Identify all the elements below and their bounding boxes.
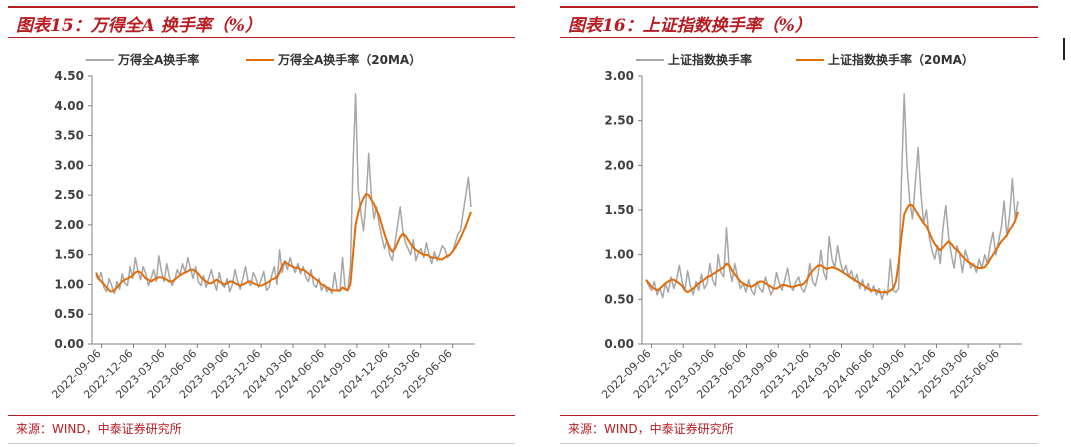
bottom-rule	[8, 443, 515, 444]
y-tick-label: 4.00	[54, 99, 84, 113]
y-tick-label: 1.00	[604, 248, 634, 262]
bottom-rule	[560, 443, 1038, 444]
source-rule	[8, 415, 515, 416]
chart-panel-right: 图表16：上证指数换手率（%） 0.00 0.50 1.00 1.50 2.00 2.50…	[560, 0, 1038, 447]
title-rule	[560, 37, 1038, 38]
y-tick-label: 0.50	[604, 292, 634, 306]
y-tick-label: 3.00	[54, 158, 84, 172]
legend-label: 上证指数换手率（20MA）	[828, 52, 974, 67]
y-tick-label: 2.50	[604, 114, 634, 128]
y-tick-label: 4.50	[54, 69, 84, 83]
y-tick-label: 2.00	[54, 218, 84, 232]
series-line-raw	[645, 93, 1019, 301]
y-tick-label: 0.00	[604, 337, 634, 351]
source-note: 来源：WIND，中泰证券研究所	[16, 422, 182, 436]
legend-label: 上证指数换手率	[668, 52, 752, 67]
y-tick-label: 0.50	[54, 307, 84, 321]
series-line-20ma	[95, 192, 472, 293]
y-tick-label: 2.50	[54, 188, 84, 202]
y-tick-label: 1.50	[54, 248, 84, 262]
y-tick-label: 1.00	[54, 277, 84, 291]
turnover-chart-wind-a: 0.00 0.50 1.00 1.50 2.00 2.50 3.00 3.50 4.00 4.50…	[49, 52, 475, 401]
chart-panel-left: 图表15：万得全A 换手率（%） 0.00 0.50 1.00 1.50 2.00 2.5…	[8, 0, 515, 447]
turnover-chart-shanghai: 0.000.501.001.502.002.503.002022-09-0620…	[599, 52, 1022, 401]
title-rule	[8, 37, 515, 38]
y-tick-label: 1.50	[604, 203, 634, 217]
source-rule	[560, 415, 1038, 416]
y-tick-label: 3.00	[604, 69, 634, 83]
y-tick-label: 2.00	[604, 158, 634, 172]
top-rule	[8, 6, 515, 8]
top-rule	[560, 6, 1038, 8]
y-tick-label: 0.00	[54, 337, 84, 351]
figure-title: 图表16：上证指数换手率（%）	[568, 16, 812, 36]
series-line-20ma	[645, 203, 1019, 294]
legend-label: 万得全A换手率（20MA）	[277, 52, 421, 67]
series-line-raw	[95, 93, 472, 295]
source-note: 来源：WIND，中泰证券研究所	[568, 422, 734, 436]
legend-label: 万得全A换手率	[117, 52, 199, 67]
figure-title: 图表15：万得全A 换手率（%）	[16, 16, 262, 36]
text-cursor-icon	[1063, 38, 1065, 60]
y-tick-label: 3.50	[54, 129, 84, 143]
